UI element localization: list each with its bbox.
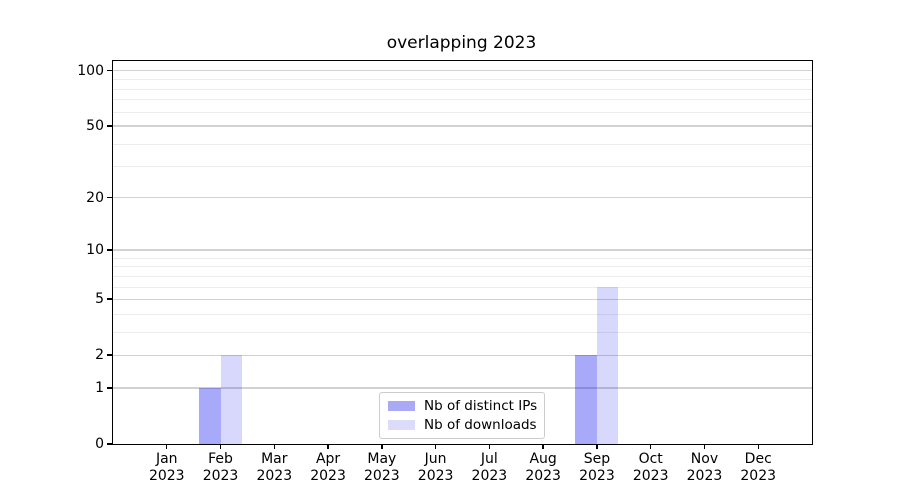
month-year: 2023 [740, 468, 777, 484]
y-tick-mark-20 [106, 197, 112, 199]
y-tick-mark-50 [106, 125, 112, 127]
y-tick-label-20: 20 [86, 189, 104, 206]
y-tick-mark-5 [106, 298, 112, 300]
month-name: Mar [261, 451, 288, 467]
plot-area: 0 1 2 5 10 20 50 100 Jan 2023 Feb 2023 Mar 2023 Apr 20… [77, 60, 813, 484]
gridline-major-20 [113, 197, 812, 199]
month-year: 2023 [364, 468, 400, 484]
month-year: 2023 [686, 468, 723, 484]
x-tick-label-jan-2023: Jan 2023 [135, 451, 199, 485]
month-year: 2023 [471, 468, 508, 484]
gridline-minor-90 [113, 79, 812, 81]
legend-label-distinct-ips: Nb of distinct IPs [424, 398, 538, 414]
month-name: Apr [315, 451, 341, 467]
y-tick-label-100: 100 [77, 62, 104, 79]
month-year: 2023 [310, 468, 346, 484]
gridline-minor-9 [113, 257, 812, 259]
y-tick-label-50: 50 [86, 118, 104, 135]
legend-swatch-downloads [388, 420, 415, 430]
month-name: Aug [529, 451, 557, 467]
x-tick-label-apr-2023: Apr 2023 [296, 451, 360, 485]
chart-title: overlapping 2023 [386, 33, 537, 53]
y-tick-label-1: 1 [95, 379, 104, 396]
x-tick-label-jun-2023: Jun 2023 [404, 451, 468, 485]
month-year: 2023 [632, 468, 669, 484]
month-year: 2023 [202, 468, 239, 484]
x-tick-mark-apr-2023 [327, 444, 329, 449]
gridline-major-10 [113, 249, 812, 251]
x-tick-mark-oct-2023 [649, 444, 652, 449]
x-tick-label-dec-2023: Dec 2023 [726, 451, 790, 485]
month-name: Oct [638, 451, 663, 467]
gridline-minor-70 [113, 99, 812, 101]
month-name: Jan [155, 451, 178, 467]
gridline-major-2 [113, 354, 812, 356]
month-name: Jul [480, 451, 498, 467]
x-tick-mark-jan-2023 [166, 444, 168, 449]
legend-entry-distinct-ips: Nb of distinct IPs [380, 398, 544, 414]
bar-nb-of-downloads-sep-2023 [596, 286, 619, 444]
month-name: May [367, 451, 397, 467]
y-tick-mark-1 [106, 387, 112, 389]
bar-nb-of-downloads-feb-2023 [220, 355, 243, 444]
gridline-major-1 [113, 387, 812, 389]
gridline-minor-60 [113, 111, 812, 113]
y-tick-label-0: 0 [95, 436, 104, 452]
x-tick-mark-sep-2023 [596, 444, 598, 449]
gridline-minor-40 [113, 143, 812, 145]
x-tick-label-nov-2023: Nov 2023 [672, 451, 736, 485]
gridline-minor-30 [113, 166, 812, 168]
y-tick-label-5: 5 [95, 291, 104, 308]
month-name: Sep [583, 451, 611, 467]
x-tick-label-mar-2023: Mar 2023 [242, 451, 306, 485]
y-tick-mark-2 [106, 354, 112, 356]
month-name: Jun [424, 451, 447, 467]
x-tick-mark-may-2023 [381, 444, 383, 449]
gridline-major-100 [113, 70, 812, 72]
x-tick-mark-aug-2023 [542, 444, 544, 449]
x-tick-label-jul-2023: Jul 2023 [457, 451, 521, 485]
x-tick-label-sep-2023: Sep 2023 [565, 451, 629, 485]
x-tick-mark-jul-2023 [488, 444, 491, 449]
month-year: 2023 [148, 468, 185, 484]
bar-nb-of-distinct-ips-feb-2023 [199, 387, 221, 444]
legend-swatch-distinct-ips [388, 401, 415, 411]
x-tick-mark-dec-2023 [757, 444, 759, 449]
gridline-major-50 [113, 125, 812, 127]
month-year: 2023 [417, 468, 454, 484]
gridline-major-5 [113, 298, 812, 300]
x-tick-label-may-2023: May 2023 [350, 451, 414, 485]
legend-label-downloads: Nb of downloads [424, 417, 537, 433]
month-year: 2023 [256, 468, 293, 484]
month-name: Dec [744, 451, 772, 467]
bar-nb-of-distinct-ips-sep-2023 [575, 355, 597, 444]
gridline-minor-8 [113, 266, 812, 268]
month-name: Feb [208, 451, 233, 467]
x-tick-mark-mar-2023 [273, 444, 275, 449]
legend: Nb of distinct IPs Nb of downloads [379, 392, 545, 439]
legend-entry-downloads: Nb of downloads [380, 417, 544, 433]
y-tick-mark-100 [106, 70, 112, 72]
gridline-minor-4 [113, 313, 812, 315]
x-tick-mark-nov-2023 [703, 444, 706, 449]
month-year: 2023 [579, 468, 615, 484]
x-tick-label-oct-2023: Oct 2023 [619, 451, 683, 485]
x-tick-label-aug-2023: Aug 2023 [511, 451, 575, 485]
x-tick-mark-feb-2023 [219, 444, 222, 449]
gridline-minor-6 [113, 286, 812, 288]
gridline-minor-3 [113, 331, 812, 333]
gridline-minor-7 [113, 275, 812, 277]
x-tick-mark-jun-2023 [434, 444, 437, 449]
y-tick-mark-0 [106, 443, 112, 445]
x-tick-label-feb-2023: Feb 2023 [189, 451, 253, 485]
y-tick-mark-10 [106, 249, 112, 251]
month-name: Nov [690, 451, 719, 467]
gridline-minor-80 [113, 88, 812, 90]
y-tick-label-2: 2 [95, 347, 104, 364]
y-tick-label-10: 10 [86, 242, 104, 259]
month-year: 2023 [525, 468, 561, 484]
